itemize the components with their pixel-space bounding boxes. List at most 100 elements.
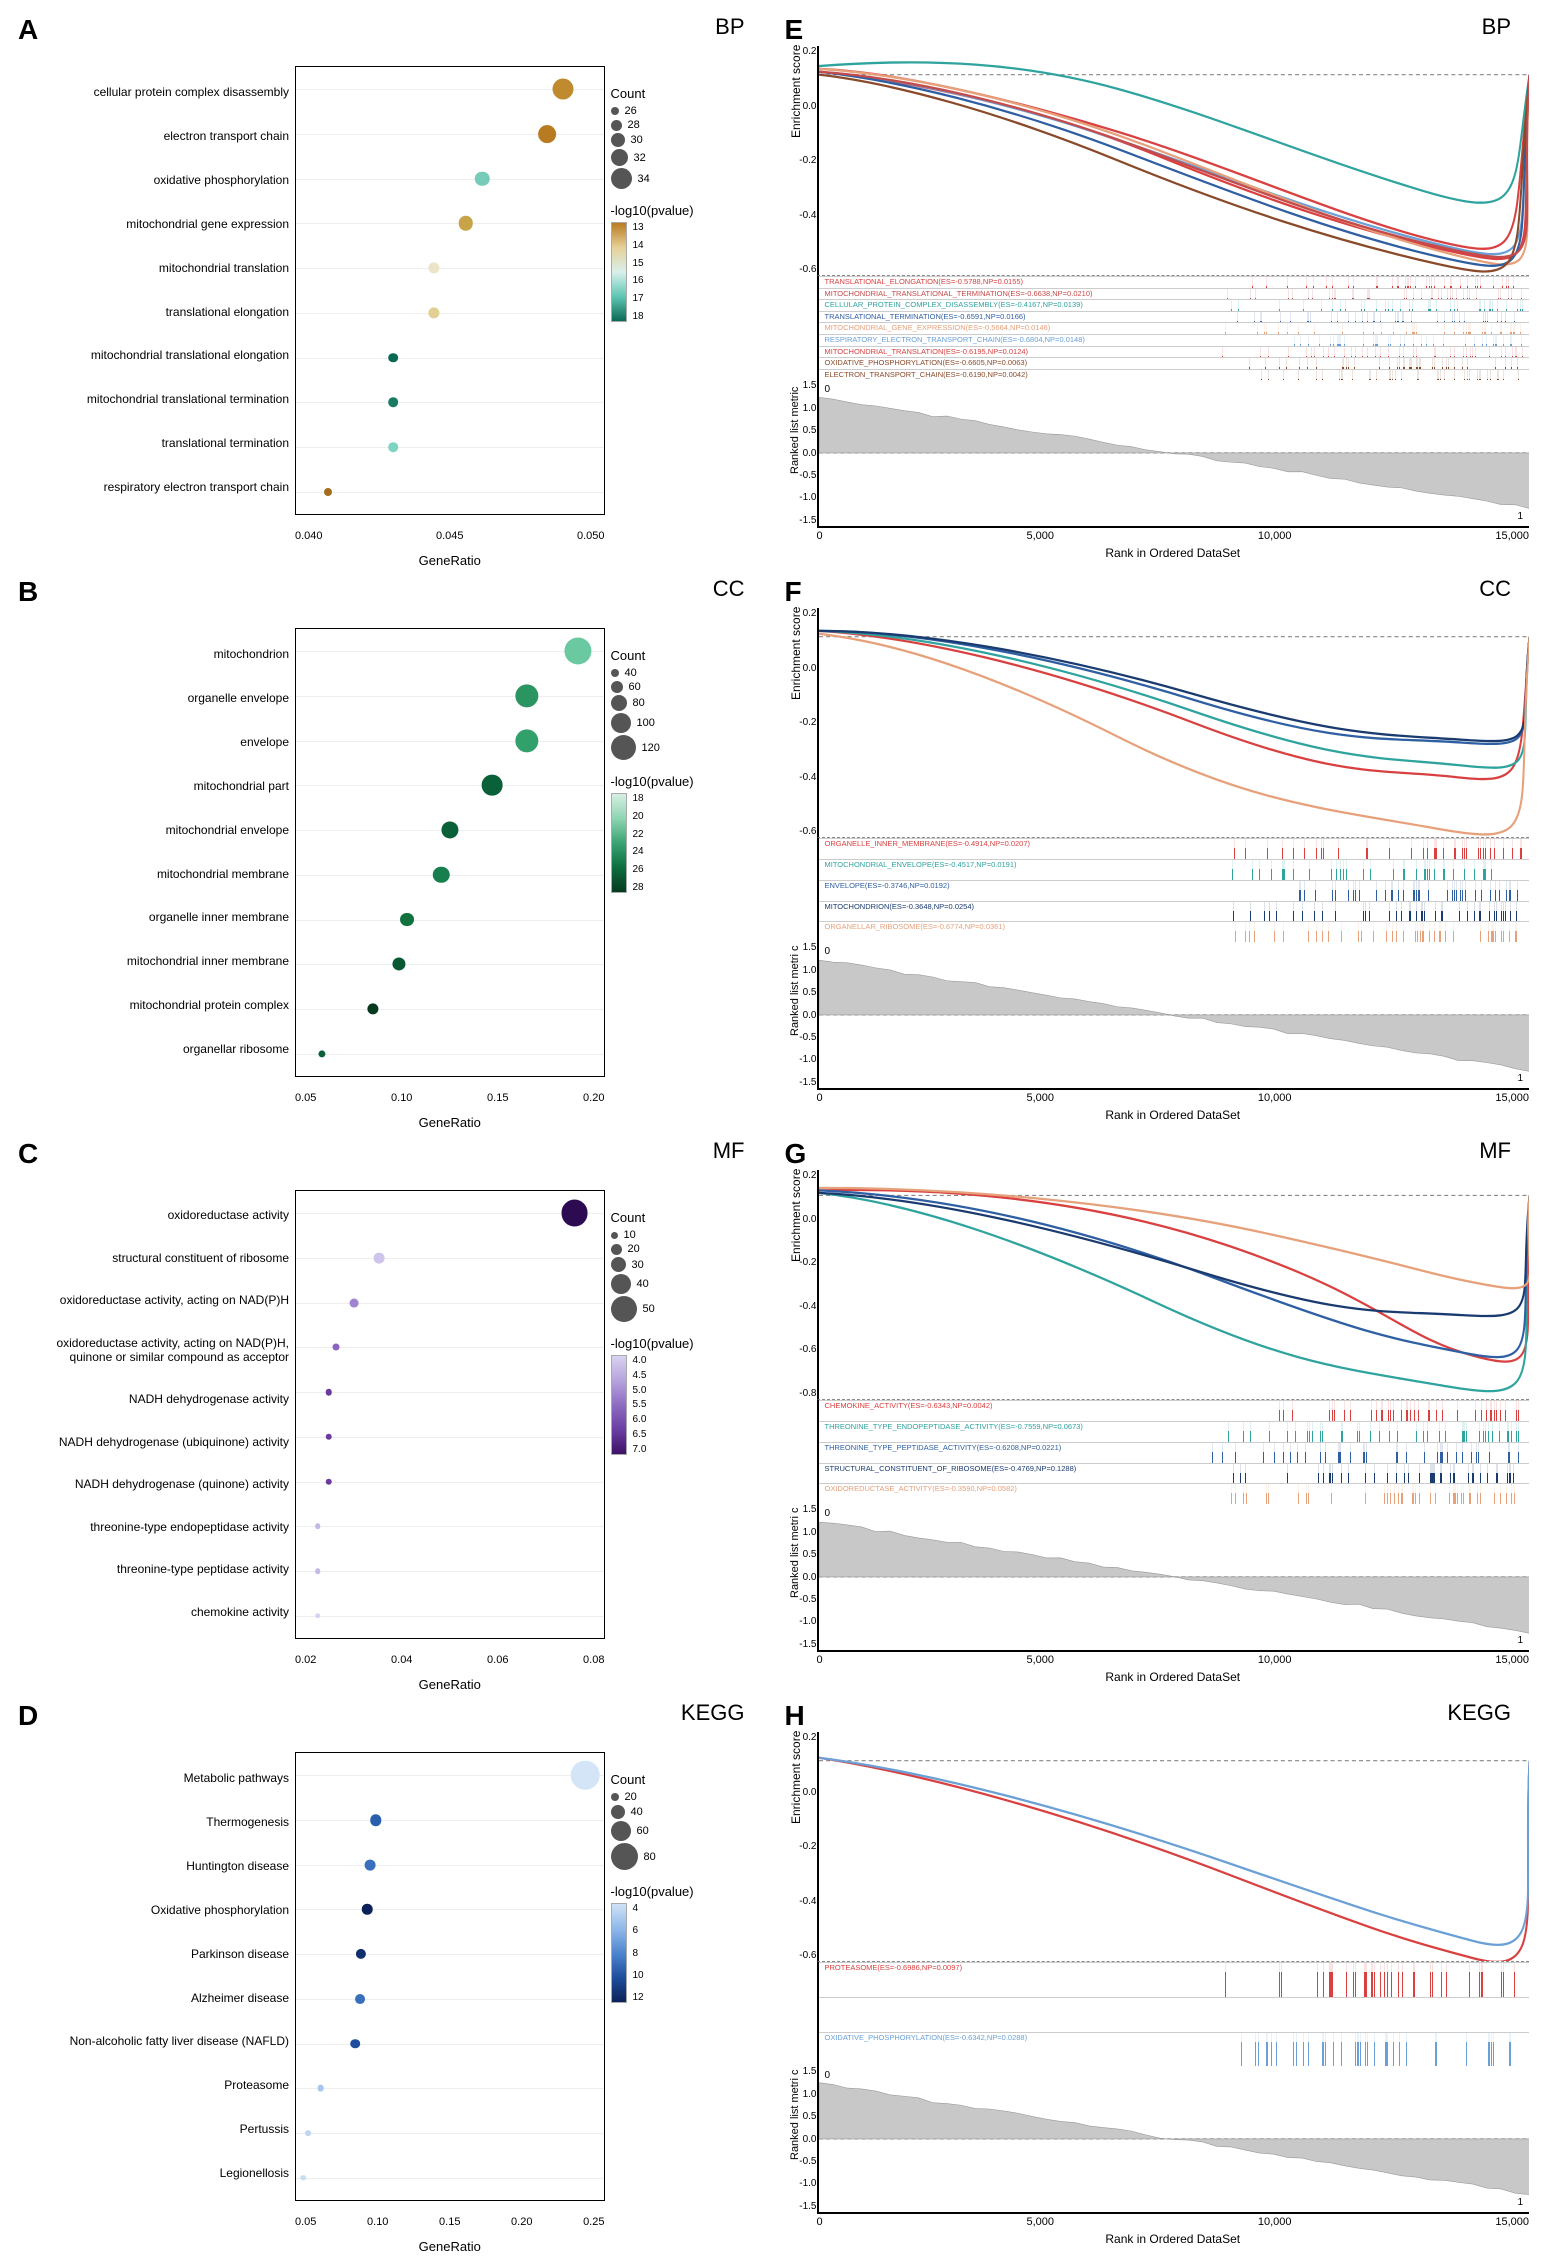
gsea-band: ORGANELLE_INNER_MEMBRANE(ES=-0.4914,NP=0… (819, 838, 1530, 859)
term-label: structural constituent of ribosome (12, 1252, 289, 1266)
count-legend-title: Count (611, 648, 769, 663)
term-label: Legionellosis (12, 2167, 289, 2181)
panel-letter: F (785, 576, 802, 608)
dotplot-point (364, 1859, 375, 1870)
dotplot-point (367, 1003, 378, 1014)
count-legend-row: 40 (611, 1274, 769, 1294)
dotplot-point (388, 442, 398, 452)
gsea-band: RESPIRATORY_ELECTRON_TRANSPORT_CHAIN(ES=… (819, 334, 1530, 346)
dotplot-area (295, 1752, 605, 2201)
gsea-band: ELECTRON_TRANSPORT_CHAIN(ES=-0.6190,NP=0… (819, 369, 1530, 381)
dotplot-point (332, 1344, 339, 1351)
dotplot-area (295, 66, 605, 515)
colorbar-tick: 13 (633, 222, 644, 233)
colorbar-tick: 24 (633, 846, 644, 857)
gsea-band-label: MITOCHONDRIAL_TRANSLATION(ES=-0.6195,NP=… (823, 347, 1526, 356)
gsea-band: MITOCHONDRIAL_TRANSLATIONAL_TERMINATION(… (819, 288, 1530, 300)
dotplot-point (301, 2175, 306, 2180)
dotplot: cellular protein complex disassemblyelec… (10, 46, 775, 560)
gsea-tick-panel: CHEMOKINE_ACTIVITY(ES=-0.6343,NP=0.0042)… (817, 1400, 1530, 1504)
xtick: 0.045 (436, 530, 464, 548)
term-label: organellar ribosome (12, 1043, 289, 1057)
term-label: chemokine activity (12, 1606, 289, 1620)
dotplot: Metabolic pathwaysThermogenesisHuntingto… (10, 1732, 775, 2246)
dotplot-xlabel: GeneRatio (295, 1677, 605, 1692)
colorbar-tick: 8 (633, 1948, 644, 1959)
figure-grid: A BP cellular protein complex disassembl… (0, 0, 1551, 2266)
xtick: 15,000 (1495, 2216, 1529, 2232)
gsea-band: ENVELOPE(ES=-0.3746,NP=0.0192) (819, 880, 1530, 901)
xtick: 10,000 (1258, 1654, 1292, 1670)
term-label: Non-alcoholic fatty liver disease (NAFLD… (12, 2035, 289, 2049)
term-label: cellular protein complex disassembly (12, 86, 289, 100)
colorbar-tick: 20 (633, 811, 644, 822)
panel-letter: H (785, 1700, 805, 1732)
gsea-band-label: ORGANELLAR_RIBOSOME(ES=-0.6774,NP=0.0361… (823, 922, 1526, 931)
es-yticks: 0.20.0-0.2-0.4-0.6 (791, 1732, 817, 1961)
term-label: mitochondrial part (12, 780, 289, 794)
xtick: 5,000 (1026, 1654, 1054, 1670)
es-svg (819, 1170, 1530, 1399)
one-label: 1 (1517, 1073, 1523, 1084)
count-legend-title: Count (611, 1210, 769, 1225)
term-label: NADH dehydrogenase (quinone) activity (12, 1478, 289, 1492)
gsea-tick-panel: ORGANELLE_INNER_MEMBRANE(ES=-0.4914,NP=0… (817, 838, 1530, 942)
panel-letter: G (785, 1138, 807, 1170)
dotplot-point (350, 2039, 360, 2049)
gsea-band-label: PROTEASOME(ES=-0.6986,NP=0.0097) (823, 1963, 1526, 1972)
count-legend-title: Count (611, 86, 769, 101)
dotplot-terms: oxidoreductase activitystructural consti… (10, 1170, 295, 1684)
colorbar-tick: 10 (633, 1970, 644, 1981)
xtick: 5,000 (1026, 2216, 1054, 2232)
term-label: mitochondrial translational termination (12, 393, 289, 407)
dotplot-point (515, 684, 538, 707)
zero-label: 0 (825, 1508, 831, 1519)
count-legend-row: 10 (611, 1229, 769, 1241)
es-svg (819, 1732, 1530, 1961)
xtick: 0.05 (295, 1092, 316, 1110)
gsea-band (819, 1997, 1530, 2032)
count-legend-row: 40 (611, 1805, 769, 1819)
gsea-band-label: OXIDOREDUCTASE_ACTIVITY(ES=-0.3590,NP=0.… (823, 1484, 1526, 1493)
dotplot-point (374, 1253, 385, 1264)
panel-F: F CC Enrichment score 0.20.0-0.2-0.4-0.6… (777, 572, 1542, 1132)
dotplot-point (325, 1389, 332, 1396)
panel-A: A BP cellular protein complex disassembl… (10, 10, 775, 570)
es-yticks: 0.20.0-0.2-0.4-0.6-0.8 (791, 1170, 817, 1399)
gsea-rank-panel: Ranked list metri c 1.51.00.50.0-0.5-1.0… (817, 1504, 1530, 1652)
gsea-band-label: THREONINE_TYPE_ENDOPEPTIDASE_ACTIVITY(ES… (823, 1422, 1526, 1431)
dotplot-point (317, 2085, 324, 2092)
rank-yticks: 1.51.00.50.0-0.5-1.0-1.5 (791, 380, 817, 526)
xtick: 0.05 (295, 2216, 316, 2234)
gsea-band: CHEMOKINE_ACTIVITY(ES=-0.6343,NP=0.0042) (819, 1400, 1530, 1421)
zero-label: 0 (825, 2070, 831, 2081)
gsea-xaxis: 05,00010,00015,000 (817, 1090, 1530, 1108)
gsea-xlabel: Rank in Ordered DataSet (817, 1670, 1530, 1684)
dotplot-point (400, 913, 414, 927)
dotplot-point (459, 216, 474, 231)
xtick: 15,000 (1495, 530, 1529, 546)
one-label: 1 (1517, 2197, 1523, 2208)
count-legend-row: 50 (611, 1296, 769, 1322)
term-label: threonine-type endopeptidase activity (12, 1521, 289, 1535)
dotplot-point (433, 867, 450, 884)
xtick: 10,000 (1258, 2216, 1292, 2232)
term-label: envelope (12, 736, 289, 750)
colorbar-tick: 26 (633, 864, 644, 875)
gsea-band: OXIDATIVE_PHOSPHORYLATION(ES=-0.6342,NP=… (819, 2032, 1530, 2067)
term-label: mitochondrion (12, 648, 289, 662)
xtick: 0 (817, 2216, 823, 2232)
panel-tag: BP (715, 14, 744, 40)
colorbar-tick: 18 (633, 311, 644, 322)
dotplot-point (325, 1434, 332, 1441)
gsea-band-label: MITOCHONDRIAL_TRANSLATIONAL_TERMINATION(… (823, 289, 1526, 298)
term-label: NADH dehydrogenase (ubiquinone) activity (12, 1436, 289, 1450)
colorbar-tick: 28 (633, 882, 644, 893)
gsea-plot: Enrichment score 0.20.0-0.2-0.4-0.6 TRAN… (817, 46, 1530, 560)
dotplot-point (305, 2130, 311, 2136)
term-label: translational termination (12, 437, 289, 451)
dotplot-point (349, 1298, 358, 1307)
gsea-band-label: RESPIRATORY_ELECTRON_TRANSPORT_CHAIN(ES=… (823, 335, 1526, 344)
gsea-band-label: ENVELOPE(ES=-0.3746,NP=0.0192) (823, 881, 1526, 890)
panel-E: E BP Enrichment score 0.20.0-0.2-0.4-0.6… (777, 10, 1542, 570)
